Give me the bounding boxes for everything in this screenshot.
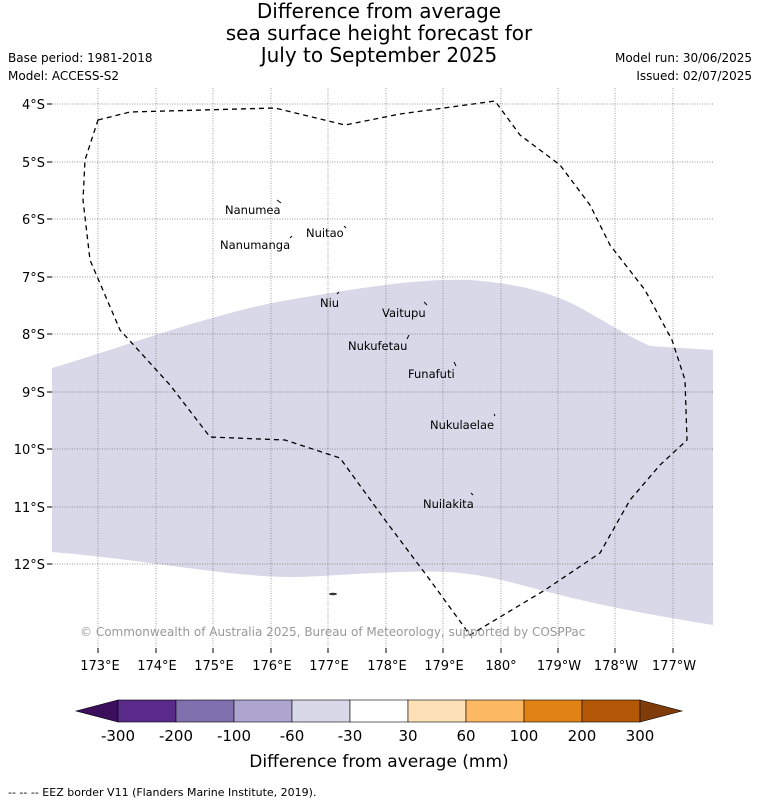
lat-label: 12°S [14,558,45,573]
lat-label: 11°S [14,501,45,516]
islands [276,199,496,496]
legend-swatch [291,699,351,723]
footnote-eez: -- -- -- EEZ border V11 (Flanders Marine… [8,786,317,799]
legend-swatch [233,699,293,723]
island-nukulaelae-shape [493,413,496,417]
chart-title: Difference from average sea surface heig… [0,0,758,66]
legend-swatch [175,699,235,723]
lat-label: 6°S [22,213,45,228]
lon-ticks [97,648,674,653]
island-label-nanumea: Nanumea [225,203,281,217]
legend-tick-label: -100 [217,727,251,745]
island-label-vaitupu: Vaitupu [382,306,426,320]
model-run: Model run: 30/06/2025 [614,51,752,65]
island-label-nuilakita: Nuilakita [423,497,474,511]
island-labels: Nanumea Nuitao Nanumanga Niu Vaitupu Nuk… [220,203,494,511]
lon-label: 179°E [424,659,464,674]
island-label-nukulaelae: Nukulaelae [430,418,494,432]
base-period: Base period: 1981-2018 [8,51,153,65]
lat-label: 9°S [22,386,45,401]
legend-swatch [117,699,177,723]
legend-title: Difference from average (mm) [249,752,508,772]
island-vaitupu-shape [423,301,428,306]
legend-swatch [465,699,525,723]
lon-label: 175°E [194,659,234,674]
island-label-nuitao: Nuitao [306,226,344,240]
legend-tick-labels: -300 -200 -100 -60 -30 30 60 100 200 300 [101,727,654,745]
island-funafuti-shape [453,361,457,367]
legend-tick-label: 30 [398,727,417,745]
lat-label: 10°S [14,443,45,458]
title-line-3: July to September 2025 [260,43,498,67]
lon-label: 177°W [652,659,696,674]
lat-label: 7°S [22,271,45,286]
model-name: Model: ACCESS-S2 [8,69,120,83]
meta-right: Model run: 30/06/2025 Issued: 02/07/2025 [615,49,752,85]
island-niu-shape [336,291,340,295]
issued-date: Issued: 02/07/2025 [636,69,752,83]
title-line-2: sea surface height forecast for [225,21,533,45]
legend-tick-label: 60 [456,727,475,745]
island-label-nukufetau: Nukufetau [348,339,407,353]
lat-ticks [47,103,52,565]
lon-labels: 173°E 174°E 175°E 176°E 177°E 178°E 179°… [80,659,696,674]
eez-border [82,100,688,636]
lon-label: 180° [485,659,516,674]
legend-tick-label: -300 [101,727,135,745]
lon-label: 176°E [252,659,292,674]
lon-label: 173°E [80,659,120,674]
island-nanumanga-shape [289,235,293,239]
legend-tick-label: -30 [338,727,363,745]
lat-label: 5°S [22,156,45,171]
legend-tick-label: -60 [280,727,305,745]
lon-label: 174°E [137,659,177,674]
lat-labels: 4°S 5°S 6°S 7°S 8°S 9°S 10°S 11°S 12°S [14,98,45,573]
legend-swatch [523,699,583,723]
island-label-nanumanga: Nanumanga [220,238,290,252]
legend-tick-label: 300 [626,727,655,745]
meta-left: Base period: 1981-2018 Model: ACCESS-S2 [8,49,153,85]
color-legend [74,699,684,723]
title-line-1: Difference from average [256,0,502,23]
legend-swatch [581,699,641,723]
legend-swatch [349,699,409,723]
legend-extend-high [639,699,684,723]
lat-label: 8°S [22,328,45,343]
legend-tick-label: 100 [510,727,539,745]
legend-tick-label: 200 [568,727,597,745]
lon-label: 178°E [367,659,407,674]
copyright-text: © Commonwealth of Australia 2025, Bureau… [80,625,585,639]
legend-extend-low [74,699,119,723]
island-label-niu: Niu [320,296,339,310]
lon-label: 178°W [594,659,638,674]
anomaly-region-shaded [52,279,713,625]
island-nukufetau-shape [406,334,410,340]
legend-swatch [407,699,467,723]
island-nuilakita-shape [470,492,474,496]
lon-label: 179°W [537,659,581,674]
lat-label: 4°S [22,98,45,113]
graticule [52,88,713,648]
legend-tick-label: -200 [159,727,193,745]
island-label-funafuti: Funafuti [408,367,455,381]
lon-label: 177°E [309,659,349,674]
islet-mark [329,592,337,596]
island-nuitao-shape [343,225,347,229]
island-nanumea-shape [276,199,282,204]
